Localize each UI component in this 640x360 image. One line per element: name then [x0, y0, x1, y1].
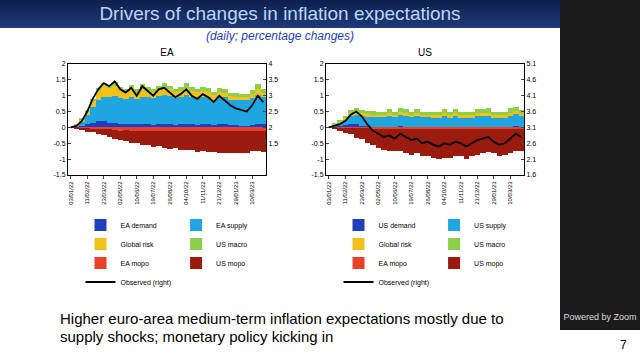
svg-text:3.1: 3.1 — [526, 124, 536, 131]
svg-text:Observed (right): Observed (right) — [379, 279, 430, 287]
svg-text:10/06/22: 10/06/22 — [134, 181, 140, 205]
html-text:7: 7 — [620, 338, 627, 352]
svg-text:3: 3 — [268, 92, 272, 99]
svg-text:-1.5: -1.5 — [312, 171, 324, 178]
svg-text:03/01/22: 03/01/22 — [68, 181, 74, 205]
svg-text:2: 2 — [268, 124, 272, 131]
svg-text:04/10/22: 04/10/22 — [183, 181, 189, 205]
svg-text:2: 2 — [320, 60, 324, 67]
svg-text:1.5: 1.5 — [314, 76, 324, 83]
svg-text:0: 0 — [320, 124, 324, 131]
svg-text:EA demand: EA demand — [121, 222, 157, 229]
svg-text:02/05/22: 02/05/22 — [375, 181, 381, 205]
svg-text:11/11/22: 11/11/22 — [200, 181, 206, 204]
svg-text:Observed (right): Observed (right) — [121, 279, 172, 287]
svg-text:US demand: US demand — [379, 222, 416, 229]
svg-text:29/01/23: 29/01/23 — [233, 181, 239, 205]
svg-text:11/11/22: 11/11/22 — [458, 181, 464, 204]
svg-text:23/03/22: 23/03/22 — [359, 181, 365, 205]
svg-text:1.5: 1.5 — [56, 76, 66, 83]
svg-text:3.5: 3.5 — [268, 76, 278, 83]
svg-text:US mopo: US mopo — [216, 260, 245, 268]
svg-text:21/12/22: 21/12/22 — [216, 181, 222, 205]
svg-text:-1.5: -1.5 — [54, 171, 66, 178]
svg-text:EA mopo: EA mopo — [121, 260, 150, 268]
svg-text:21/12/22: 21/12/22 — [474, 181, 480, 205]
svg-text:1.5: 1.5 — [268, 140, 278, 147]
svg-text:04/10/22: 04/10/22 — [441, 181, 447, 205]
svg-text:Global risk: Global risk — [121, 241, 155, 248]
svg-text:US supply: US supply — [474, 222, 506, 230]
svg-text:US macro: US macro — [474, 241, 505, 248]
svg-text:02/05/22: 02/05/22 — [117, 181, 123, 205]
svg-text:0.5: 0.5 — [56, 108, 66, 115]
html-text:Higher euro-area medium-term i: Higher euro-area medium-term inflation e… — [60, 310, 504, 345]
svg-text:19/07/22: 19/07/22 — [150, 181, 156, 205]
svg-text:US mopo: US mopo — [474, 260, 503, 268]
svg-text:2: 2 — [62, 60, 66, 67]
svg-text:4.1: 4.1 — [526, 92, 536, 99]
svg-text:10/06/22: 10/06/22 — [392, 181, 398, 205]
svg-text:1.6: 1.6 — [526, 171, 536, 178]
svg-text:10/03/23: 10/03/23 — [249, 181, 255, 205]
svg-text:11/02/22: 11/02/22 — [342, 181, 348, 205]
svg-text:EA: EA — [160, 47, 174, 58]
svg-text:1: 1 — [320, 92, 324, 99]
html-text:Powered by Zoom: Powered by Zoom — [563, 312, 637, 322]
svg-text:-0.5: -0.5 — [312, 140, 324, 147]
svg-text:-1: -1 — [59, 156, 65, 163]
svg-text:10/03/23: 10/03/23 — [507, 181, 513, 205]
svg-text:4.6: 4.6 — [526, 76, 536, 83]
svg-text:EA supply: EA supply — [216, 222, 248, 230]
svg-text:29/01/23: 29/01/23 — [491, 181, 497, 205]
svg-text:1: 1 — [62, 92, 66, 99]
svg-text:US: US — [418, 47, 432, 58]
svg-text:-0.5: -0.5 — [54, 140, 66, 147]
html-text:Drivers of changes in inflatio: Drivers of changes in inflation expectat… — [99, 3, 461, 24]
svg-text:0.5: 0.5 — [314, 108, 324, 115]
svg-text:11/02/22: 11/02/22 — [84, 181, 90, 205]
html-text:(daily; percentage changes): (daily; percentage changes) — [206, 29, 354, 43]
svg-text:3.6: 3.6 — [526, 108, 536, 115]
svg-text:26/08/22: 26/08/22 — [167, 181, 173, 205]
svg-text:2.5: 2.5 — [268, 108, 278, 115]
svg-text:2.1: 2.1 — [526, 156, 536, 163]
svg-text:US macro: US macro — [216, 241, 247, 248]
svg-text:03/01/22: 03/01/22 — [326, 181, 332, 205]
svg-text:5.1: 5.1 — [526, 60, 536, 67]
svg-text:4: 4 — [268, 60, 272, 67]
svg-text:19/07/22: 19/07/22 — [408, 181, 414, 205]
svg-text:Global risk: Global risk — [379, 241, 413, 248]
svg-text:EA mopo: EA mopo — [379, 260, 408, 268]
svg-text:0: 0 — [62, 124, 66, 131]
svg-text:23/03/22: 23/03/22 — [101, 181, 107, 205]
svg-text:-1: -1 — [317, 156, 323, 163]
svg-text:2.6: 2.6 — [526, 140, 536, 147]
svg-text:26/08/22: 26/08/22 — [425, 181, 431, 205]
